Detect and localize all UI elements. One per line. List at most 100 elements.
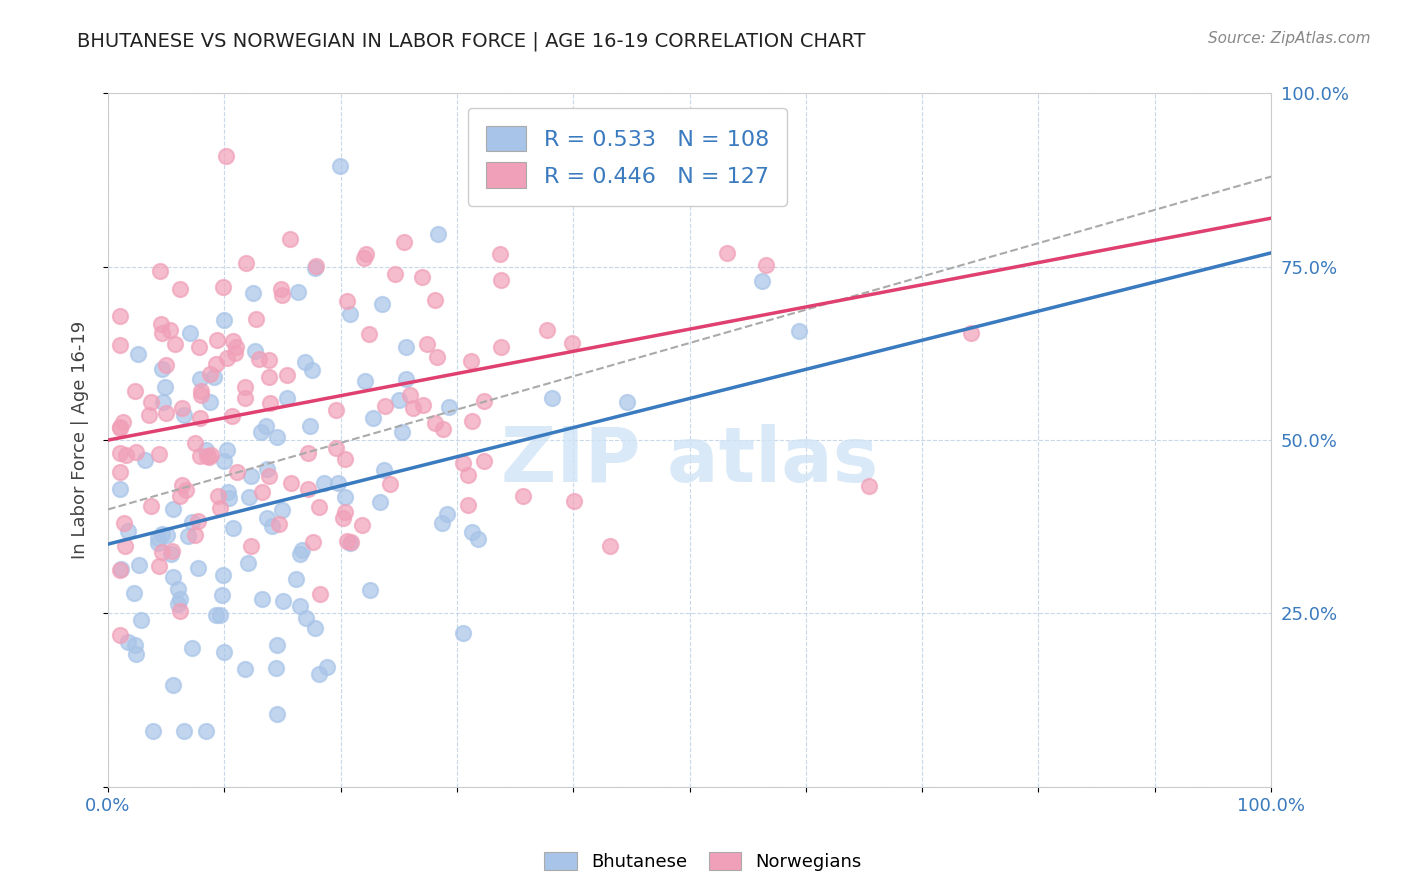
- Point: [439, 401, 461, 415]
- Point: [491, 273, 513, 287]
- Point: [271, 502, 294, 516]
- Point: [134, 453, 156, 467]
- Legend: Bhutanese, Norwegians: Bhutanese, Norwegians: [537, 845, 869, 879]
- Point: [451, 626, 474, 640]
- Point: [423, 293, 446, 308]
- Text: BHUTANESE VS NORWEGIAN IN LABOR FORCE | AGE 16-19 CORRELATION CHART: BHUTANESE VS NORWEGIAN IN LABOR FORCE | …: [77, 31, 866, 51]
- Point: [294, 355, 316, 369]
- Point: [108, 420, 131, 434]
- Point: [259, 395, 281, 409]
- Point: [167, 582, 190, 596]
- Point: [156, 528, 179, 542]
- Point: [208, 500, 231, 515]
- Point: [159, 323, 181, 337]
- Point: [359, 582, 381, 597]
- Point: [233, 392, 256, 406]
- Point: [212, 279, 235, 293]
- Point: [353, 251, 375, 265]
- Point: [266, 430, 288, 444]
- Point: [162, 501, 184, 516]
- Point: [751, 274, 773, 288]
- Point: [200, 449, 222, 463]
- Point: [287, 285, 309, 300]
- Point: [264, 661, 287, 675]
- Point: [184, 435, 207, 450]
- Point: [257, 469, 280, 483]
- Point: [326, 475, 349, 490]
- Point: [308, 500, 330, 514]
- Point: [245, 311, 267, 326]
- Point: [423, 416, 446, 430]
- Point: [325, 442, 347, 456]
- Point: [108, 446, 131, 460]
- Point: [115, 448, 138, 462]
- Point: [190, 384, 212, 399]
- Point: [288, 599, 311, 614]
- Point: [304, 621, 326, 635]
- Point: [124, 384, 146, 399]
- Point: [432, 422, 454, 436]
- Point: [129, 613, 152, 627]
- Point: [155, 406, 177, 420]
- Point: [270, 282, 292, 296]
- Point: [197, 450, 219, 464]
- Point: [333, 452, 356, 467]
- Point: [564, 494, 586, 508]
- Point: [150, 545, 173, 559]
- Point: [250, 485, 273, 500]
- Point: [256, 418, 278, 433]
- Point: [222, 334, 245, 348]
- Point: [124, 585, 146, 599]
- Point: [117, 524, 139, 539]
- Point: [108, 465, 131, 479]
- Point: [205, 333, 228, 347]
- Point: [150, 362, 173, 376]
- Point: [209, 608, 232, 623]
- Point: [262, 519, 284, 533]
- Point: [148, 535, 170, 549]
- Point: [280, 475, 302, 490]
- Point: [361, 410, 384, 425]
- Point: [211, 589, 233, 603]
- Point: [291, 543, 314, 558]
- Point: [416, 337, 439, 351]
- Text: ZIP atlas: ZIP atlas: [501, 424, 879, 498]
- Point: [235, 662, 257, 676]
- Point: [205, 357, 228, 371]
- Point: [155, 358, 177, 372]
- Point: [139, 499, 162, 513]
- Point: [224, 345, 246, 359]
- Point: [249, 425, 271, 439]
- Point: [207, 489, 229, 503]
- Point: [270, 288, 292, 302]
- Point: [467, 532, 489, 546]
- Point: [198, 395, 221, 409]
- Point: [167, 598, 190, 612]
- Point: [488, 247, 510, 261]
- Point: [271, 593, 294, 607]
- Point: [599, 539, 621, 553]
- Point: [339, 307, 361, 321]
- Point: [336, 534, 359, 549]
- Point: [235, 256, 257, 270]
- Point: [187, 514, 209, 528]
- Point: [394, 235, 416, 249]
- Point: [152, 326, 174, 340]
- Point: [170, 478, 193, 492]
- Point: [194, 724, 217, 739]
- Point: [245, 343, 267, 358]
- Text: Source: ZipAtlas.com: Source: ZipAtlas.com: [1208, 31, 1371, 46]
- Point: [195, 449, 218, 463]
- Point: [212, 645, 235, 659]
- Point: [299, 419, 322, 434]
- Point: [221, 409, 243, 423]
- Point: [124, 638, 146, 652]
- Y-axis label: In Labor Force | Age 16-19: In Labor Force | Age 16-19: [72, 321, 89, 559]
- Point: [170, 401, 193, 415]
- Point: [247, 352, 270, 367]
- Point: [183, 527, 205, 541]
- Point: [402, 401, 425, 415]
- Point: [162, 569, 184, 583]
- Point: [430, 516, 453, 530]
- Point: [152, 394, 174, 409]
